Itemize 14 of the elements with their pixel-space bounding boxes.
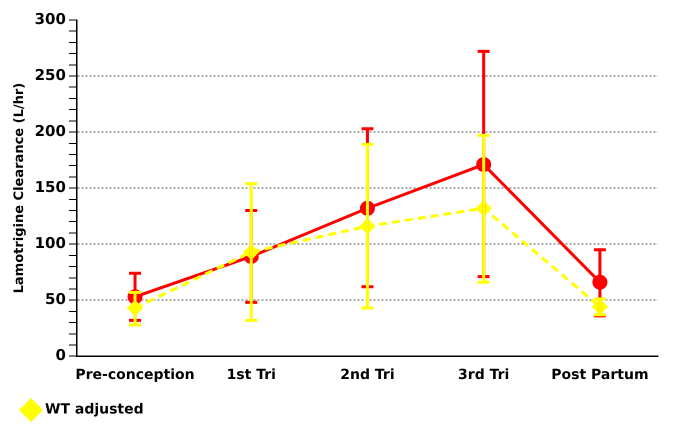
y-tick-label: 150: [34, 178, 66, 196]
x-tick-label: 1st Tri: [226, 367, 276, 384]
y-tick-label: 300: [34, 10, 66, 28]
x-tick-label: 3rd Tri: [458, 367, 510, 384]
x-tick-label: Post Partum: [551, 367, 649, 384]
legend-label: WT adjusted: [45, 402, 144, 418]
x-tick-label: Pre-conception: [75, 367, 195, 384]
y-tick-label: 100: [34, 234, 66, 252]
y-axis-title: Lamotrigine Clearance (L/hr): [12, 82, 28, 294]
y-tick-label: 0: [55, 346, 66, 364]
x-tick-label: 2nd Tri: [340, 367, 395, 384]
y-tick-label: 200: [34, 122, 66, 140]
y-tick-label: 250: [34, 66, 66, 84]
y-tick-label: 50: [45, 290, 66, 308]
